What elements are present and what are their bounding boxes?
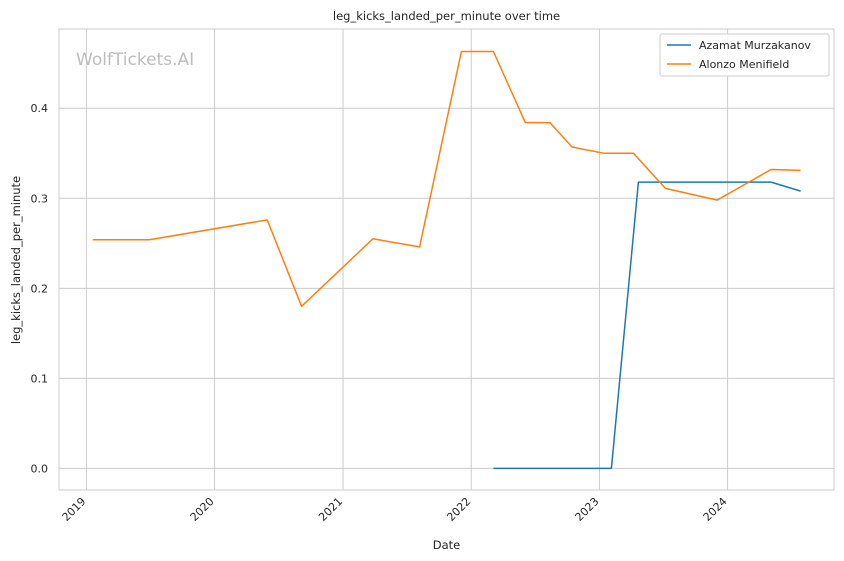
series-layer: [92, 50, 801, 470]
y-tick-label: 0.1: [31, 372, 49, 385]
x-axis-ticks: 2019 2020 2021 2022 2023 2024: [60, 495, 730, 524]
series-line-1: [493, 181, 801, 470]
x-axis-label: Date: [433, 538, 461, 552]
y-axis-ticks: 0.0 0.1 0.2 0.3 0.4: [31, 102, 49, 475]
x-tick-label: 2022: [444, 495, 473, 524]
watermark: WolfTickets.AI: [76, 50, 194, 70]
x-tick-label: 2023: [573, 495, 602, 524]
legend-label: Azamat Murzakanov: [699, 39, 811, 52]
chart-title: leg_kicks_landed_per_minute over time: [333, 9, 560, 23]
grid-layer: [59, 29, 834, 490]
legend: Azamat Murzakanov Alonzo Menifield: [659, 33, 830, 77]
x-tick-label: 2021: [316, 495, 345, 524]
legend-box: [659, 33, 830, 77]
legend-label: Alonzo Menifield: [699, 58, 789, 71]
plot-frame: [58, 28, 835, 491]
x-tick-label: 2019: [60, 495, 89, 524]
y-tick-label: 0.0: [31, 462, 49, 475]
x-tick-label: 2020: [188, 495, 217, 524]
series-line-2: [92, 50, 801, 308]
y-tick-label: 0.2: [31, 282, 49, 295]
y-tick-label: 0.3: [31, 192, 49, 205]
y-axis-label: leg_kicks_landed_per_minute: [9, 176, 23, 344]
y-tick-label: 0.4: [31, 102, 49, 115]
x-tick-label: 2024: [701, 495, 730, 524]
